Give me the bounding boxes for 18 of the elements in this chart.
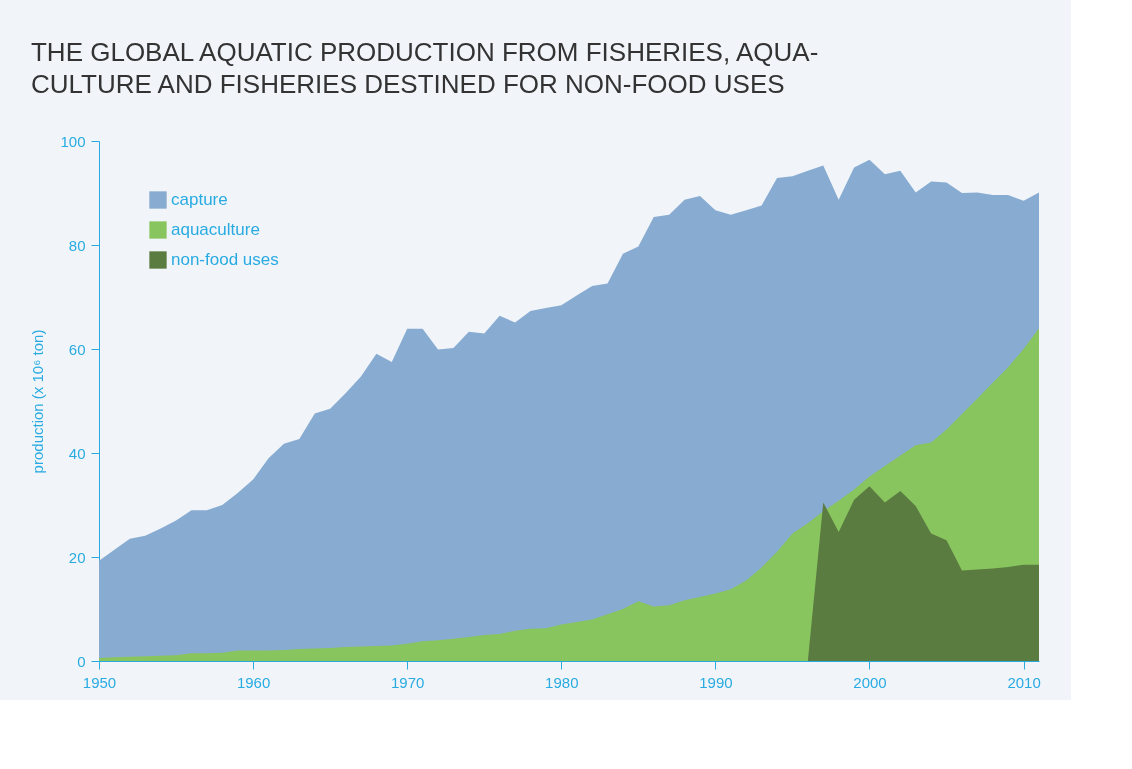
y-axis-title: production (x 10⁶ ton) [29,329,47,474]
legend-label: aquaculture [171,220,260,239]
y-tick-label: 100 [60,132,86,150]
y-tick-label: 40 [68,444,86,462]
y-tick-label: 20 [68,548,86,566]
legend-label: non-food uses [171,250,279,269]
x-tick-label: 1970 [391,673,425,691]
legend-label: capture [171,190,228,209]
x-tick-label: 2000 [853,673,887,691]
x-tick-label: 2010 [1007,673,1041,691]
y-tick-label: 60 [68,340,86,358]
y-tick-label: 80 [68,236,86,254]
y-tick-label: 0 [77,652,86,670]
x-tick-label: 1990 [699,673,733,691]
chart-title: THE GLOBAL AQUATIC PRODUCTION FROM FISHERIES, AQUA- CULTURE AND FISHERIES DESTINED FOR NON-FOOD USES [30,37,819,99]
x-tick-label: 1960 [236,673,271,691]
x-tick-label: 1980 [545,673,579,691]
x-tick-label: 1950 [82,673,117,691]
